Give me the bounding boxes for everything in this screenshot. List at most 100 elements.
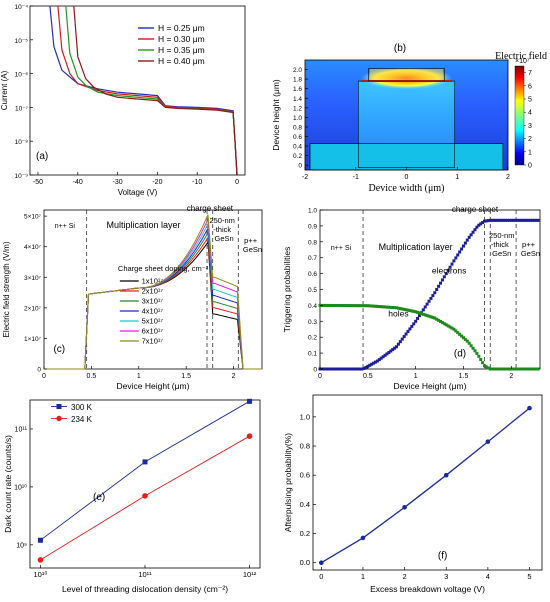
electron-point — [450, 262, 454, 266]
legend-entry: 3x10¹⁷ — [142, 297, 164, 306]
annotation-charge-sheet: charge sheet — [452, 205, 499, 214]
electron-point — [414, 319, 418, 323]
y-tick-label: 10⁻⁴ — [15, 4, 29, 11]
hole-point — [414, 310, 418, 314]
y-tick-label: 0.4 — [308, 303, 317, 310]
hole-point — [396, 306, 400, 310]
electron-point — [511, 218, 515, 222]
electron-point — [326, 367, 330, 371]
hole-point — [477, 354, 481, 358]
hole-point — [370, 304, 374, 308]
x-tick-label: 2 — [403, 572, 407, 581]
electron-point — [387, 350, 391, 354]
electron-point — [351, 367, 355, 371]
legend-entry: 300 K — [71, 403, 93, 412]
hole-point — [381, 305, 385, 309]
hole-point — [517, 367, 521, 371]
y-tick-label: 10⁻⁵ — [15, 38, 29, 45]
iv-curve-035 — [65, 5, 238, 176]
electron-point — [370, 362, 374, 366]
electron-point — [521, 218, 525, 222]
panel-e-dark-count: 10¹⁰ 10¹¹ 10¹² 10⁹ 10¹⁰ 10¹¹ Level of threadin… — [3, 398, 261, 594]
y-tick-label: 1.2 — [293, 105, 302, 112]
x-tick-label: 10¹⁰ — [34, 570, 48, 579]
electron-point — [375, 359, 379, 363]
electron-point — [502, 218, 506, 222]
electron-point — [389, 349, 393, 353]
series-label-holes: holes — [388, 309, 408, 319]
electron-point — [400, 337, 404, 341]
legend-entry: H = 0.40 μm — [158, 56, 205, 66]
electron-point — [496, 218, 500, 222]
electron-point — [479, 222, 483, 226]
colorbar-tick-label: 2 — [528, 136, 532, 143]
y-tick-label: 0.2 — [293, 153, 302, 160]
hole-point — [469, 344, 473, 348]
afterpulsing-point — [443, 472, 449, 478]
electron-point — [513, 218, 517, 222]
electron-point — [335, 367, 339, 371]
legend-entry: 1x10¹⁷ — [142, 277, 164, 286]
hole-point — [393, 306, 397, 310]
electron-point — [373, 360, 377, 364]
hole-point — [395, 306, 399, 310]
y-tick-label: 0.8 — [300, 442, 310, 451]
electron-point — [431, 294, 435, 298]
x-tick-label: 10¹² — [243, 570, 257, 579]
electron-point — [486, 219, 490, 223]
hole-point — [504, 367, 508, 371]
x-tick-label: -50 — [33, 179, 43, 186]
electron-point — [448, 265, 452, 269]
hole-point — [534, 367, 538, 371]
hole-point — [412, 309, 416, 313]
y-tick-label: 2×10⁷ — [24, 305, 42, 312]
hole-point — [448, 325, 452, 329]
legend-entry: 234 K — [71, 415, 93, 424]
y-tick-label: 0.9 — [308, 223, 317, 230]
electron-point — [467, 235, 471, 239]
hole-point — [421, 312, 425, 316]
electron-point — [515, 218, 519, 222]
hole-point — [404, 308, 408, 312]
y-axis-label: Dark count rate (counts/s) — [3, 435, 13, 533]
panel-c-field-profile: 0 0.5 1 1.5 2 0 1×10⁷ 2×10⁷ 3×10⁷ 4×10⁷ 5×10⁷ Devic… — [2, 204, 263, 391]
legend-entry: H = 0.35 μm — [158, 45, 205, 55]
x-tick-label: 0 — [405, 174, 409, 181]
hole-point — [431, 315, 435, 319]
annotation-charge-sheet: charge sheet — [187, 204, 234, 213]
y-tick-label: 0.6 — [293, 134, 302, 141]
y-tick-label: 10⁻⁸ — [15, 139, 29, 146]
x-tick-label: 10¹¹ — [138, 570, 152, 579]
electron-point — [433, 291, 437, 295]
electron-point — [454, 256, 458, 260]
hole-point — [356, 304, 360, 308]
electron-point — [379, 356, 383, 360]
electron-point — [477, 223, 481, 227]
iv-curve-030 — [57, 5, 238, 176]
y-tick-label: 0.5 — [308, 287, 317, 294]
electron-point — [525, 218, 529, 222]
hole-point — [347, 304, 351, 308]
electron-point — [435, 288, 439, 291]
hole-point — [360, 304, 364, 308]
hole-point — [343, 304, 347, 308]
electron-point — [345, 367, 349, 371]
annotation-gesn: GeSn — [492, 249, 511, 258]
y-tick-label: 2.0 — [293, 67, 302, 74]
y-tick-label: 0 — [298, 163, 302, 170]
electron-point — [328, 367, 332, 371]
x-tick-label: 0.5 — [363, 373, 373, 380]
electron-point — [381, 355, 385, 359]
electron-point — [360, 367, 364, 371]
colorbar-tick-label: 0 — [528, 163, 532, 170]
hole-point — [511, 367, 515, 371]
hole-point — [326, 303, 330, 307]
electron-point — [404, 332, 408, 336]
annotation-gesn-2: GeSn — [243, 245, 262, 254]
electron-point — [425, 302, 429, 306]
legend-entry: 4x10¹⁷ — [142, 307, 164, 316]
y-tick-label: 10⁻⁹ — [15, 173, 29, 180]
hole-point — [505, 367, 509, 371]
electron-point — [504, 218, 508, 222]
